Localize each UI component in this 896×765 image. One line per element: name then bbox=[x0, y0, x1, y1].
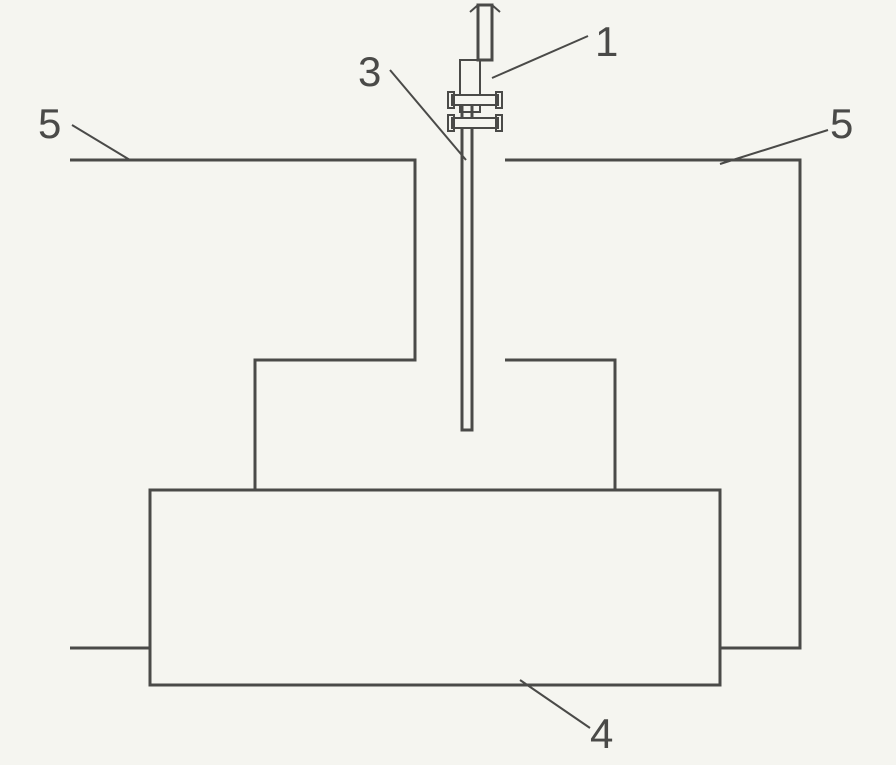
label-5-left: 5 bbox=[38, 100, 61, 148]
label-5-right: 5 bbox=[830, 100, 853, 148]
schematic-diagram bbox=[0, 0, 896, 765]
label-4: 4 bbox=[590, 710, 613, 758]
label-3: 3 bbox=[358, 48, 381, 96]
label-1: 1 bbox=[595, 18, 618, 66]
